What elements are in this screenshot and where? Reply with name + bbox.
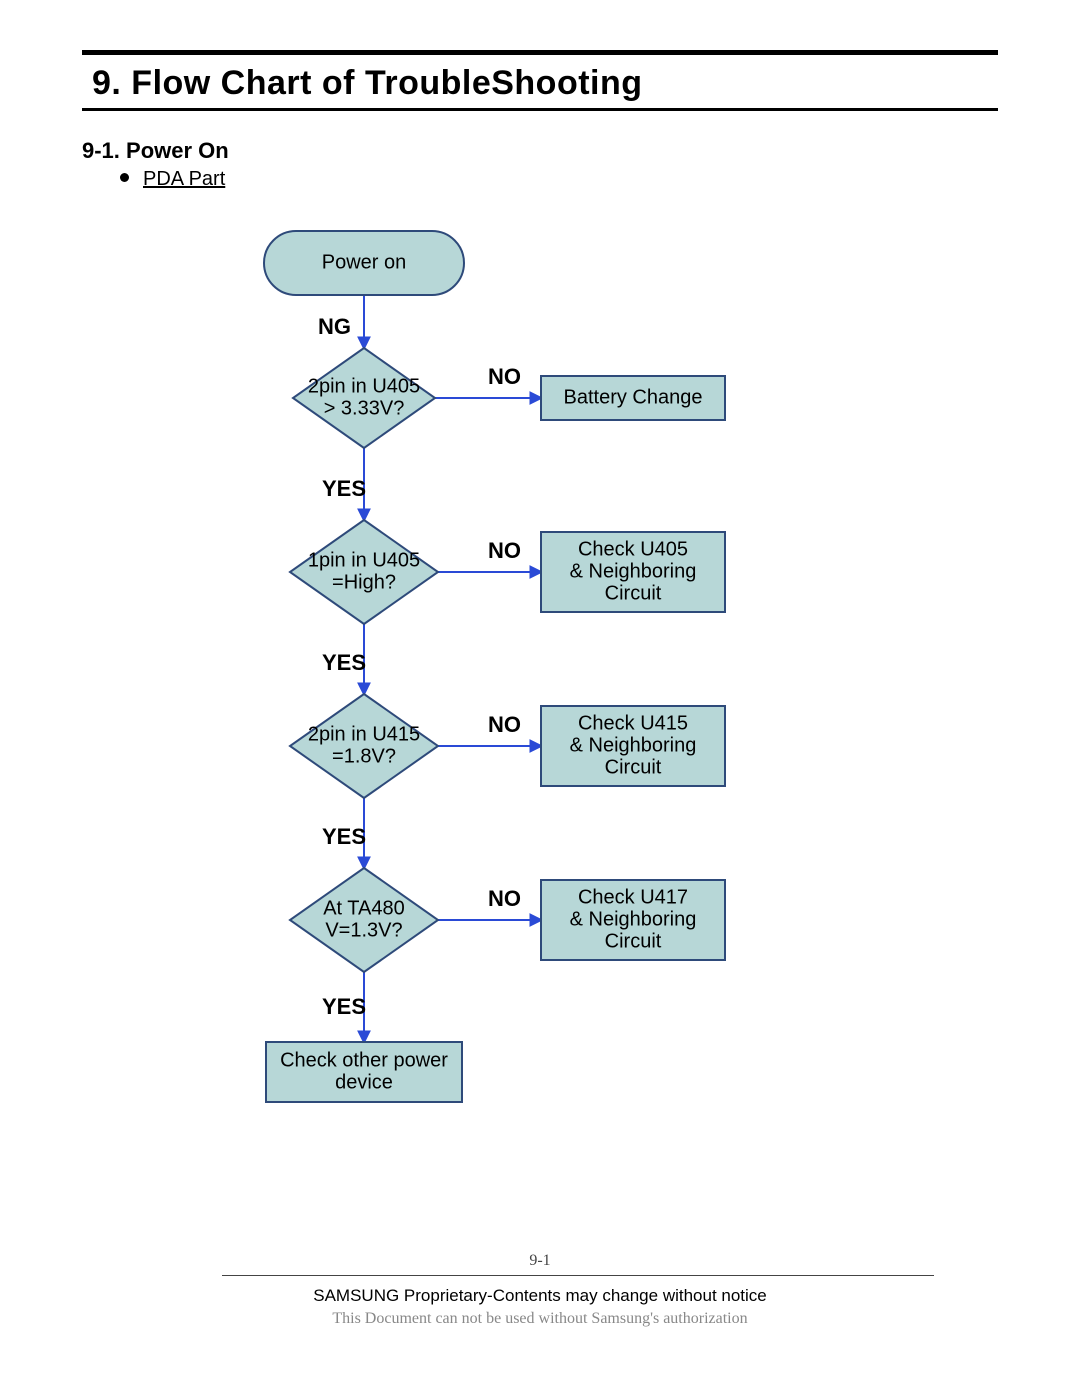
node-end: Check other powerdevice [266, 1042, 462, 1102]
node-d1: 2pin in U405> 3.33V? [293, 348, 435, 448]
svg-text:Circuit: Circuit [605, 582, 662, 604]
svg-text:=1.8V?: =1.8V? [332, 745, 396, 767]
edge-label: NO [488, 538, 521, 563]
edge-label: NG [318, 314, 351, 339]
svg-text:& Neighboring: & Neighboring [570, 908, 697, 930]
footer-authorization: This Document can not be used without Sa… [0, 1310, 1080, 1328]
svg-text:device: device [335, 1071, 393, 1093]
svg-text:& Neighboring: & Neighboring [570, 560, 697, 582]
svg-text:> 3.33V?: > 3.33V? [324, 397, 405, 419]
svg-text:Circuit: Circuit [605, 756, 662, 778]
svg-text:=High?: =High? [332, 571, 396, 593]
edge-label: YES [322, 824, 366, 849]
node-r1: Battery Change [541, 376, 725, 420]
node-d4: At TA480V=1.3V? [290, 868, 438, 972]
node-r3: Check U415& NeighboringCircuit [541, 706, 725, 786]
svg-text:Check U417: Check U417 [578, 886, 688, 908]
node-d2: 1pin in U405=High? [290, 520, 438, 624]
svg-text:Battery Change: Battery Change [564, 386, 703, 408]
edge-label: NO [488, 712, 521, 737]
footer-proprietary: SAMSUNG Proprietary-Contents may change … [0, 1286, 1080, 1306]
svg-text:2pin in U415: 2pin in U415 [308, 723, 420, 745]
svg-text:V=1.3V?: V=1.3V? [325, 919, 402, 941]
flowchart: NG YES YES YES YES NO NO NO NO Power on 2pin in U4… [0, 0, 1080, 1397]
svg-text:Circuit: Circuit [605, 930, 662, 952]
node-d3: 2pin in U415=1.8V? [290, 694, 438, 798]
footer-rule [222, 1275, 934, 1276]
edge-label: NO [488, 364, 521, 389]
node-r2: Check U405& NeighboringCircuit [541, 532, 725, 612]
svg-text:Check U415: Check U415 [578, 712, 688, 734]
svg-text:1pin in U405: 1pin in U405 [308, 549, 420, 571]
edge-label: YES [322, 650, 366, 675]
node-start: Power on [264, 231, 464, 295]
page-number: 9-1 [0, 1252, 1080, 1270]
svg-text:At TA480: At TA480 [323, 897, 405, 919]
svg-text:2pin in U405: 2pin in U405 [308, 375, 420, 397]
svg-text:Check U405: Check U405 [578, 538, 688, 560]
svg-text:Power on: Power on [322, 251, 407, 273]
node-r4: Check U417& NeighboringCircuit [541, 880, 725, 960]
page: 9. Flow Chart of TroubleShooting 9-1. Po… [0, 0, 1080, 1397]
edge-label: YES [322, 994, 366, 1019]
svg-text:& Neighboring: & Neighboring [570, 734, 697, 756]
svg-text:Check other power: Check other power [280, 1049, 448, 1071]
edge-label: YES [322, 476, 366, 501]
edge-label: NO [488, 886, 521, 911]
